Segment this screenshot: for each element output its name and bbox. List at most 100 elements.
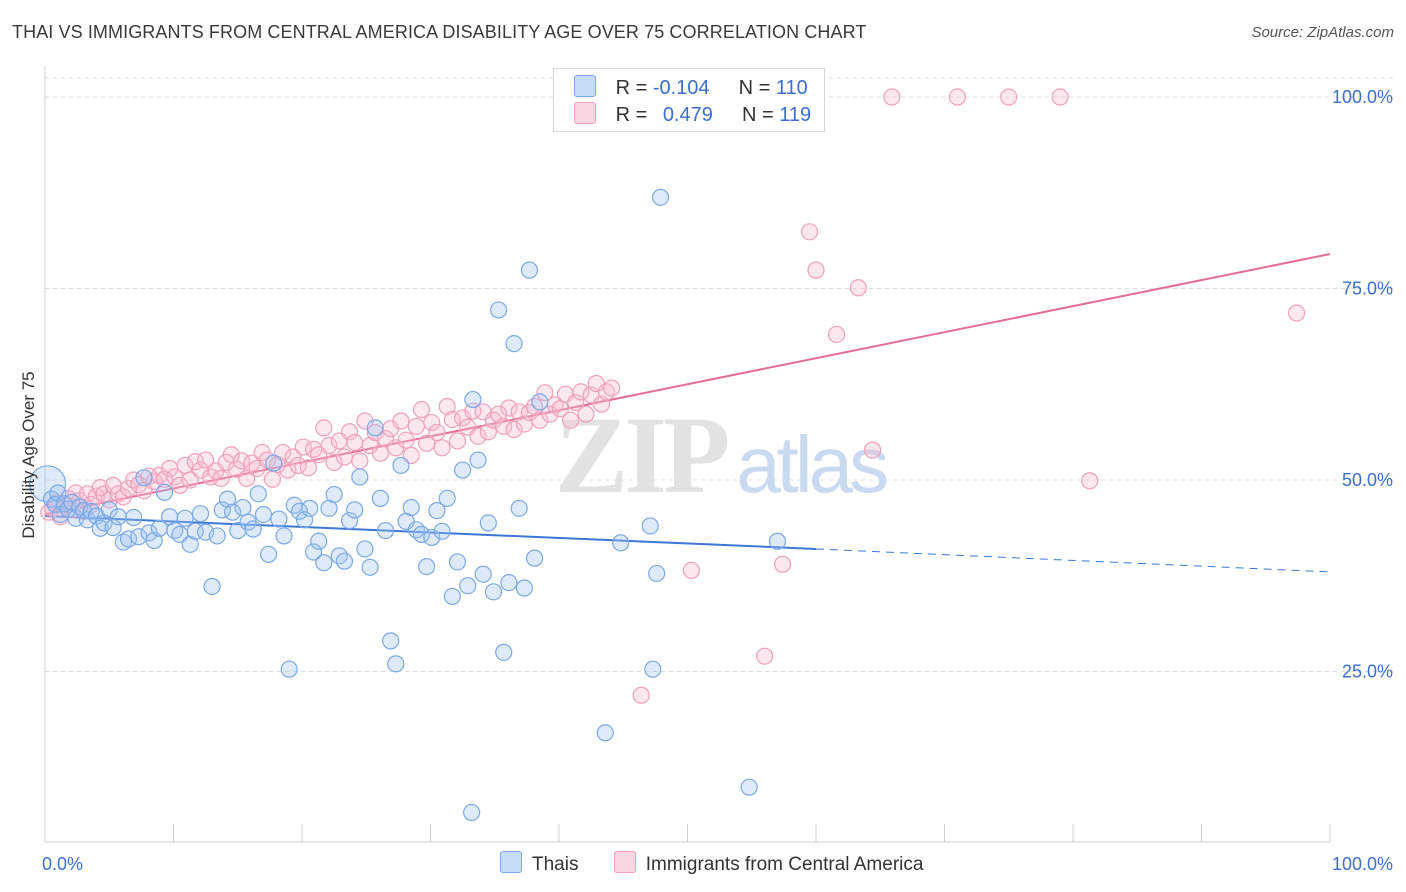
point-thais xyxy=(100,501,118,519)
correlation-legend: R = -0.104 N = 110 R = 0.479 N = 119 xyxy=(553,68,825,132)
point-thais xyxy=(515,579,533,597)
point-central-america xyxy=(407,417,425,435)
point-thais xyxy=(114,533,132,551)
trend-line-thais-extrapolated xyxy=(815,548,1331,573)
point-thais xyxy=(346,501,364,519)
point-thais xyxy=(104,518,122,537)
watermark-zip: ZIP xyxy=(555,394,728,516)
point-central-america xyxy=(397,431,415,449)
point-central-america xyxy=(827,325,846,344)
point-thais xyxy=(382,632,400,650)
legend-r-label: R = xyxy=(615,77,648,99)
point-thais xyxy=(596,724,614,742)
point-central-america xyxy=(325,453,343,471)
point-thais xyxy=(335,552,354,570)
y-tick-label: 25.0% xyxy=(1342,662,1393,682)
point-central-america xyxy=(238,469,256,488)
point-central-america xyxy=(561,411,580,429)
point-central-america xyxy=(849,279,868,297)
point-central-america xyxy=(346,433,364,452)
point-central-america xyxy=(807,261,825,279)
legend-n-label: N = xyxy=(738,77,771,99)
watermark: ZIP atlas xyxy=(555,394,887,516)
point-thais xyxy=(490,301,508,319)
axes xyxy=(44,66,1331,843)
trend-line-central-america xyxy=(44,253,1331,516)
point-central-america xyxy=(315,419,333,437)
point-central-america xyxy=(863,441,882,459)
legend-label-thais: Thais xyxy=(532,854,579,875)
point-thais xyxy=(259,545,278,563)
point-thais xyxy=(651,188,670,206)
point-thais xyxy=(525,549,544,567)
point-central-america xyxy=(412,400,431,419)
legend-row-thais: R = -0.104 N = 110 xyxy=(574,75,808,99)
point-central-america xyxy=(495,417,513,435)
point-central-america xyxy=(773,555,792,573)
point-thais xyxy=(392,456,410,475)
point-central-america xyxy=(1000,88,1018,106)
point-thais xyxy=(181,535,199,553)
legend-row-central-america: R = 0.479 N = 119 xyxy=(574,102,811,126)
point-thais xyxy=(418,557,436,576)
point-central-america xyxy=(335,448,354,466)
legend-item-central-america: Immigrants from Central America xyxy=(613,851,923,876)
point-thais xyxy=(135,469,153,487)
point-central-america xyxy=(469,427,487,445)
point-thais xyxy=(301,499,319,517)
x-tick-label-max: 100.0% xyxy=(1332,854,1393,874)
watermark-atlas: atlas xyxy=(736,420,887,509)
point-thais xyxy=(505,335,523,353)
point-thais xyxy=(407,521,425,539)
point-thais xyxy=(208,527,226,545)
point-thais xyxy=(249,485,267,503)
point-central-america xyxy=(155,470,174,488)
legend-swatch-blue xyxy=(500,851,522,873)
legend-r-value: 0.479 xyxy=(662,104,713,126)
y-tick-label: 50.0% xyxy=(1342,470,1393,490)
chart-title: THAI VS IMMIGRANTS FROM CENTRAL AMERICA … xyxy=(12,22,867,42)
point-thais xyxy=(275,527,293,545)
point-thais xyxy=(340,511,359,530)
point-thais xyxy=(402,498,420,517)
point-thais xyxy=(443,587,461,606)
point-thais xyxy=(641,517,659,535)
point-thais xyxy=(376,521,395,540)
point-thais xyxy=(768,532,787,550)
legend-r-value: -0.104 xyxy=(652,77,710,99)
point-central-america xyxy=(1051,88,1069,106)
point-thais xyxy=(428,502,446,520)
point-central-america xyxy=(572,383,590,401)
point-thais xyxy=(325,485,343,504)
point-central-america xyxy=(423,413,441,432)
trend-line-thais xyxy=(44,515,817,550)
point-thais xyxy=(218,490,237,508)
point-central-america xyxy=(279,461,297,479)
point-thais xyxy=(176,509,194,527)
point-thais xyxy=(310,532,328,550)
point-central-america xyxy=(1287,304,1306,322)
legend-r-label: R = xyxy=(615,104,648,126)
point-thais xyxy=(433,522,451,540)
point-thais xyxy=(270,510,288,528)
legend-swatch-blue xyxy=(574,75,596,97)
point-central-america xyxy=(371,444,389,462)
y-tick-label: 100.0% xyxy=(1332,87,1393,107)
point-thais xyxy=(463,803,481,822)
point-central-america xyxy=(109,485,127,503)
point-thais xyxy=(423,528,441,547)
point-thais xyxy=(454,461,472,479)
point-central-america xyxy=(284,448,302,466)
point-central-america xyxy=(505,420,523,439)
point-thais xyxy=(464,390,482,409)
point-thais xyxy=(510,499,528,517)
point-thais xyxy=(290,502,309,521)
point-central-america xyxy=(1081,472,1099,490)
point-thais xyxy=(438,489,456,507)
point-thais xyxy=(224,503,242,521)
legend-n-label: N = xyxy=(742,104,774,126)
point-thais xyxy=(520,261,539,279)
point-thais xyxy=(191,505,210,523)
point-thais xyxy=(484,583,503,601)
